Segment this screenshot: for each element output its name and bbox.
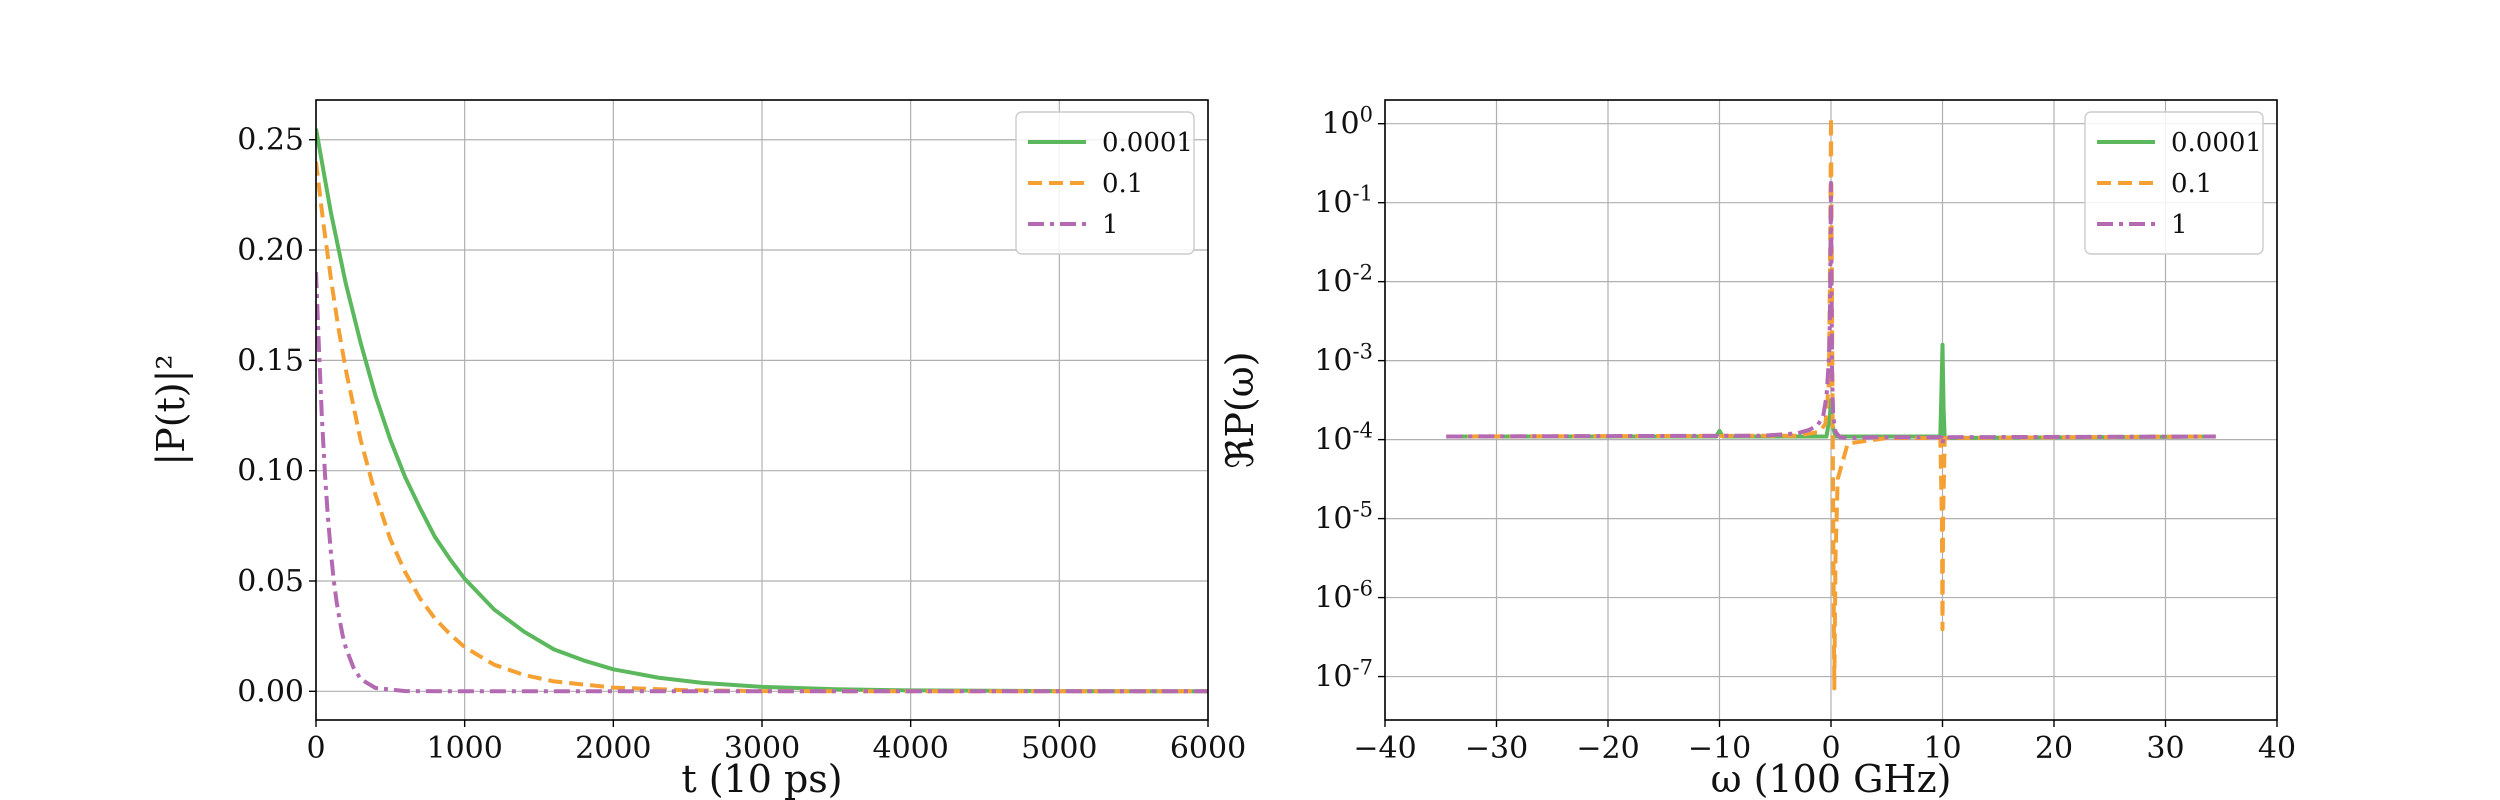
- x-tick-label: 30: [2146, 731, 2184, 766]
- y-tick-label: 0.20: [237, 233, 304, 268]
- legend-box: [1015, 111, 1195, 255]
- legend-label: 0.1: [1102, 169, 1143, 199]
- series-line-1: [316, 272, 1208, 694]
- series-line-0.0001: [316, 128, 1208, 694]
- x-tick-label: 4000: [872, 731, 948, 766]
- y-tick-label: 0.10: [237, 454, 304, 489]
- legend-label: 0.1: [2171, 169, 2212, 199]
- plot-panel-1: 0 1000 2000 3000 4000 5000 6000 0.00 0.05 0.10 0.1…: [149, 99, 1246, 800]
- y-tick-label: 10-6: [1314, 577, 1373, 616]
- x-tick-label: −10: [1688, 731, 1751, 766]
- series-line-0.1: [1446, 115, 2216, 691]
- legend-label: 0.0001: [2171, 128, 2262, 158]
- y-axis-label: ℜP(ω): [1218, 351, 1262, 468]
- legend-label: 1: [2171, 210, 2188, 240]
- x-axis-label: ω (100 GHz): [1711, 757, 1952, 800]
- legend-box: [2084, 111, 2264, 255]
- y-axis-label: |P(t)|²: [149, 354, 193, 465]
- legend-label: 1: [1102, 210, 1119, 240]
- plot-frame: [1384, 99, 2278, 721]
- legend: 0.0001 0.1 1: [1015, 111, 1195, 255]
- y-tick-label: 10-5: [1314, 498, 1373, 537]
- plot-frame: [315, 99, 1209, 721]
- x-axis-label: t (10 ps): [681, 757, 842, 800]
- y-tick-label: 10-7: [1314, 656, 1373, 695]
- x-tick-label: −40: [1353, 731, 1416, 766]
- series-line-1: [1446, 180, 2216, 446]
- legend: 0.0001 0.1 1: [2084, 111, 2264, 255]
- x-tick-label: −20: [1576, 731, 1639, 766]
- x-tick-label: 10: [1923, 731, 1961, 766]
- x-tick-label: 6000: [1170, 731, 1246, 766]
- y-tick-label: 0.00: [237, 674, 304, 709]
- x-tick-label: −30: [1465, 731, 1528, 766]
- y-tick-label: 0.25: [237, 123, 304, 158]
- x-tick-label: 20: [2035, 731, 2073, 766]
- y-tick-label: 100: [1321, 103, 1373, 142]
- y-tick-label: 10-4: [1314, 419, 1373, 458]
- x-tick-label: 0: [1821, 731, 1840, 766]
- y-tick-label: 10-3: [1314, 340, 1373, 379]
- x-tick-label: 3000: [724, 731, 800, 766]
- x-tick-label: 5000: [1021, 731, 1097, 766]
- y-tick-label: 10-2: [1314, 261, 1373, 300]
- x-tick-label: 40: [2258, 731, 2296, 766]
- plot-panel-2: −40 −30 −20 −10 0 10 20 30 40 100 10-1 10-2 10-3 10-4…: [1218, 99, 2296, 800]
- y-tick-label: 0.15: [237, 343, 304, 378]
- x-tick-label: 2000: [575, 731, 651, 766]
- y-tick-label: 0.05: [237, 564, 304, 599]
- legend-label: 0.0001: [1102, 128, 1193, 158]
- y-tick-label: 10-1: [1314, 182, 1373, 221]
- x-tick-label: 1000: [426, 731, 502, 766]
- x-tick-label: 0: [306, 731, 325, 766]
